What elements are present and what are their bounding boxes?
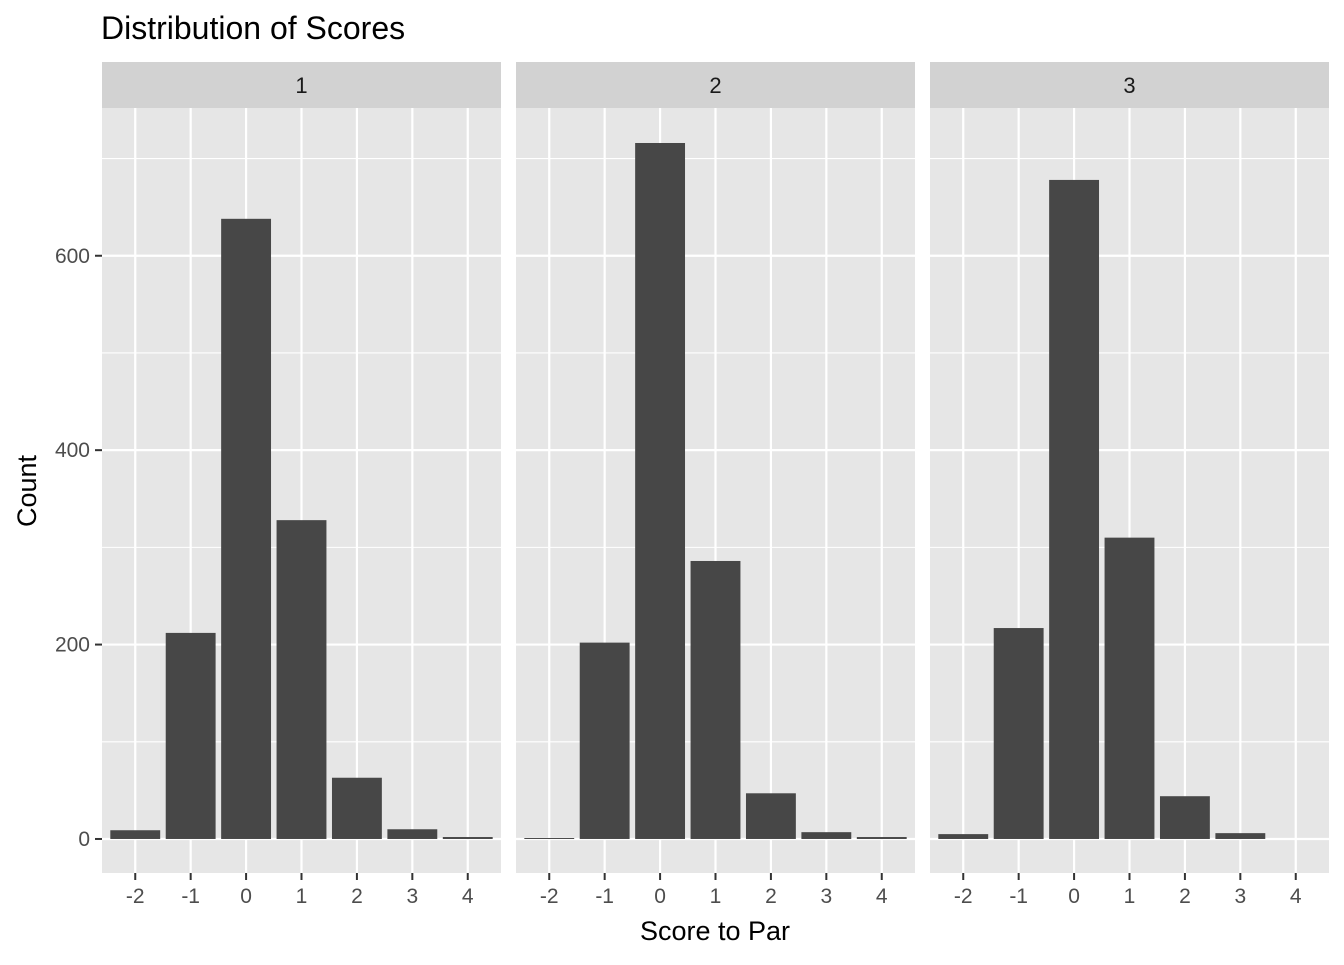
x-tick-label: 4 bbox=[462, 885, 474, 908]
x-axis-label: Score to Par bbox=[640, 916, 790, 946]
y-axis-label: Count bbox=[12, 454, 42, 527]
bar-1 bbox=[276, 520, 327, 839]
bar--2 bbox=[938, 834, 989, 839]
x-tick-label: -2 bbox=[540, 885, 559, 908]
facet-strip-label: 3 bbox=[1123, 73, 1135, 98]
facet-strip bbox=[930, 62, 1329, 108]
bar-4 bbox=[856, 837, 907, 839]
facet-panels: 1 -2 -1 0 1 2 3 4 0 200 400 600 2 -2 -1 0 1 2 3 4 3 -2 -1 0 1 2 3 4 bbox=[55, 62, 1329, 908]
bar-2 bbox=[745, 793, 796, 839]
x-tick-label: 1 bbox=[296, 885, 308, 908]
bar-1 bbox=[1104, 537, 1155, 839]
bar-0 bbox=[1049, 179, 1100, 839]
bar--1 bbox=[579, 642, 630, 839]
x-tick-label: 4 bbox=[876, 885, 888, 908]
x-tick-label: 3 bbox=[820, 885, 832, 908]
facet-strip bbox=[102, 62, 501, 108]
x-tick-label: 3 bbox=[1234, 885, 1246, 908]
x-tick-label: 4 bbox=[1290, 885, 1302, 908]
facet-strip-label: 1 bbox=[295, 73, 307, 98]
bar--1 bbox=[165, 632, 216, 839]
bar-2 bbox=[1159, 796, 1210, 839]
x-tick-label: -1 bbox=[1009, 885, 1028, 908]
bar-1 bbox=[690, 560, 741, 839]
x-tick-label: 2 bbox=[1179, 885, 1191, 908]
facet-panel-3: 3 -2 -1 0 1 2 3 4 bbox=[930, 62, 1329, 908]
bar-3 bbox=[1215, 833, 1266, 839]
x-tick-label: -2 bbox=[954, 885, 973, 908]
x-tick-label: 3 bbox=[406, 885, 418, 908]
x-tick-label: 1 bbox=[710, 885, 722, 908]
bar--2 bbox=[110, 830, 161, 839]
x-tick-label: 2 bbox=[765, 885, 777, 908]
facet-strip-label: 2 bbox=[709, 73, 721, 98]
facet-strip bbox=[516, 62, 915, 108]
bar-4 bbox=[442, 837, 493, 839]
y-tick-label: 200 bbox=[55, 634, 90, 657]
bar--2 bbox=[524, 838, 575, 839]
x-tick-label: -2 bbox=[126, 885, 145, 908]
x-tick-label: -1 bbox=[181, 885, 200, 908]
x-tick-label: 1 bbox=[1124, 885, 1136, 908]
y-tick-label: 400 bbox=[55, 439, 90, 462]
chart-title: Distribution of Scores bbox=[101, 10, 405, 46]
facet-panel-2: 2 -2 -1 0 1 2 3 4 bbox=[516, 62, 915, 908]
x-tick-label: 2 bbox=[351, 885, 363, 908]
bar-0 bbox=[221, 218, 272, 839]
bar--1 bbox=[993, 628, 1044, 839]
bar-2 bbox=[331, 777, 382, 839]
bar-3 bbox=[801, 832, 852, 839]
bar-0 bbox=[635, 142, 686, 839]
y-tick-label: 0 bbox=[78, 828, 90, 851]
x-tick-label: -1 bbox=[595, 885, 614, 908]
facet-panel-1: 1 -2 -1 0 1 2 3 4 0 200 400 600 bbox=[55, 62, 501, 908]
x-tick-label: 0 bbox=[1068, 885, 1080, 908]
x-tick-label: 0 bbox=[240, 885, 252, 908]
x-tick-label: 0 bbox=[654, 885, 666, 908]
y-tick-label: 600 bbox=[55, 245, 90, 268]
bar-3 bbox=[387, 829, 438, 839]
